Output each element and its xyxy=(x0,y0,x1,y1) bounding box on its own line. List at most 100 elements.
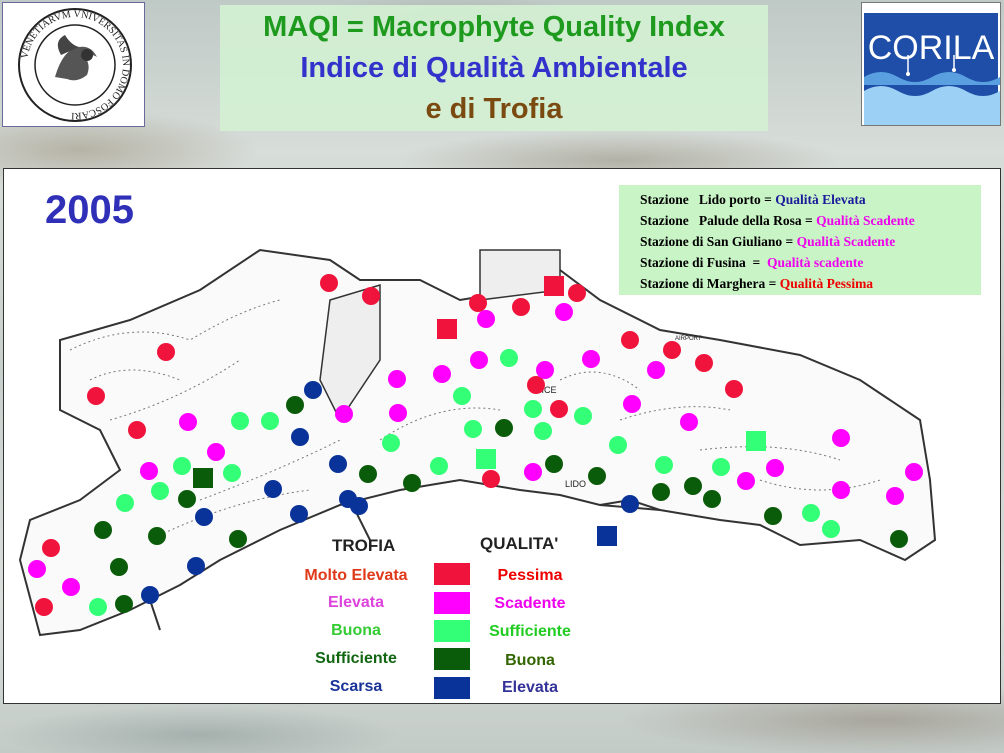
station-marker xyxy=(291,428,309,446)
station-marker xyxy=(304,381,322,399)
station-marker xyxy=(362,287,380,305)
station-marker xyxy=(550,400,568,418)
station-marker xyxy=(94,521,112,539)
station-marker xyxy=(290,505,308,523)
station-marker xyxy=(886,487,904,505)
station-marker xyxy=(524,463,542,481)
station-marker xyxy=(822,520,840,538)
station-marker xyxy=(621,331,639,349)
station-marker xyxy=(35,598,53,616)
airport-label: AIRPORT xyxy=(675,336,702,342)
legend-swatch-scadente xyxy=(434,592,470,614)
station-marker xyxy=(905,463,923,481)
station-line: Stazione Palude della Rosa = Qualità Sca… xyxy=(640,213,915,228)
lagoon-outline xyxy=(18,248,937,637)
station-marker xyxy=(464,420,482,438)
station-square-marker xyxy=(193,468,213,488)
station-marker xyxy=(764,507,782,525)
station-marker xyxy=(695,354,713,372)
station-marker xyxy=(207,443,225,461)
station-marker xyxy=(359,465,377,483)
station-marker xyxy=(712,458,730,476)
title-line-1: MAQI = Macrophyte Quality Index xyxy=(263,11,725,43)
city-label: NICE xyxy=(535,385,557,395)
station-marker xyxy=(110,558,128,576)
station-marker xyxy=(890,530,908,548)
legend-qualita-header: QUALITA' xyxy=(480,534,559,553)
station-marker xyxy=(28,560,46,578)
station-marker xyxy=(286,396,304,414)
legend-trofia-header: TROFIA xyxy=(332,536,396,555)
station-square-marker xyxy=(476,449,496,469)
station-marker xyxy=(582,350,600,368)
station-marker xyxy=(647,361,665,379)
station-marker xyxy=(737,472,755,490)
station-marker xyxy=(453,387,471,405)
station-marker xyxy=(527,376,545,394)
station-marker xyxy=(609,436,627,454)
station-marker xyxy=(500,349,518,367)
title-line-3: e di Trofia xyxy=(425,93,563,125)
station-marker xyxy=(115,595,133,613)
station-square-marker xyxy=(597,526,617,546)
station-marker xyxy=(87,387,105,405)
station-line: Stazione di Fusina = Qualità scadente xyxy=(640,255,864,270)
station-marker xyxy=(536,361,554,379)
station-marker xyxy=(703,490,721,508)
station-marker xyxy=(655,456,673,474)
station-marker xyxy=(832,481,850,499)
station-info-box: Stazione Lido porto = Qualità Elevata St… xyxy=(619,185,981,295)
station-marker xyxy=(329,455,347,473)
station-marker xyxy=(652,483,670,501)
legend-qualita-item: Pessima xyxy=(497,567,563,584)
legend-trofia-item: Scarsa xyxy=(329,678,383,695)
station-marker xyxy=(116,494,134,512)
station-marker xyxy=(389,404,407,422)
station-line: Stazione di San Giuliano = Qualità Scade… xyxy=(640,234,896,249)
station-marker xyxy=(482,470,500,488)
legend-swatch-sufficiente xyxy=(434,620,470,642)
station-marker xyxy=(42,539,60,557)
year-label: 2005 xyxy=(45,188,134,232)
title-box: MAQI = Macrophyte Quality Index Indice d… xyxy=(220,5,768,131)
university-logo: VENETIARVM VNIVERSITAS IN DOMO FOSCARI xyxy=(2,2,145,127)
legend-qualita-item: Sufficiente xyxy=(489,623,571,640)
station-marker xyxy=(477,310,495,328)
station-marker xyxy=(403,474,421,492)
station-marker xyxy=(545,455,563,473)
station-marker xyxy=(469,294,487,312)
station-marker xyxy=(832,429,850,447)
legend-qualita-item: Scadente xyxy=(494,595,566,612)
station-marker xyxy=(495,419,513,437)
station-marker xyxy=(261,412,279,430)
station-marker xyxy=(430,457,448,475)
station-marker xyxy=(320,274,338,292)
station-marker xyxy=(178,490,196,508)
station-marker xyxy=(802,504,820,522)
legend-swatch-pessima xyxy=(434,563,470,585)
station-marker xyxy=(335,405,353,423)
station-marker xyxy=(231,412,249,430)
station-marker xyxy=(588,467,606,485)
station-square-marker xyxy=(437,319,457,339)
station-marker xyxy=(173,457,191,475)
legend-trofia-item: Buona xyxy=(331,622,381,639)
legend-swatch-buona xyxy=(434,648,470,670)
corila-logo: CORILA xyxy=(861,2,1001,126)
station-marker xyxy=(680,413,698,431)
water-waves-logo-icon xyxy=(864,55,1000,125)
station-marker xyxy=(187,557,205,575)
station-marker xyxy=(725,380,743,398)
winged-lion-seal-icon: VENETIARVM VNIVERSITAS IN DOMO FOSCARI xyxy=(18,8,132,122)
station-marker xyxy=(524,400,542,418)
station-marker xyxy=(574,407,592,425)
legend-qualita-item: Elevata xyxy=(501,679,559,696)
station-marker xyxy=(684,477,702,495)
station-marker xyxy=(433,365,451,383)
station-line: Stazione di Marghera = Qualità Pessima xyxy=(640,276,874,291)
station-marker xyxy=(128,421,146,439)
station-marker xyxy=(621,495,639,513)
legend-trofia-item: Sufficiente xyxy=(315,650,397,667)
station-marker xyxy=(382,434,400,452)
